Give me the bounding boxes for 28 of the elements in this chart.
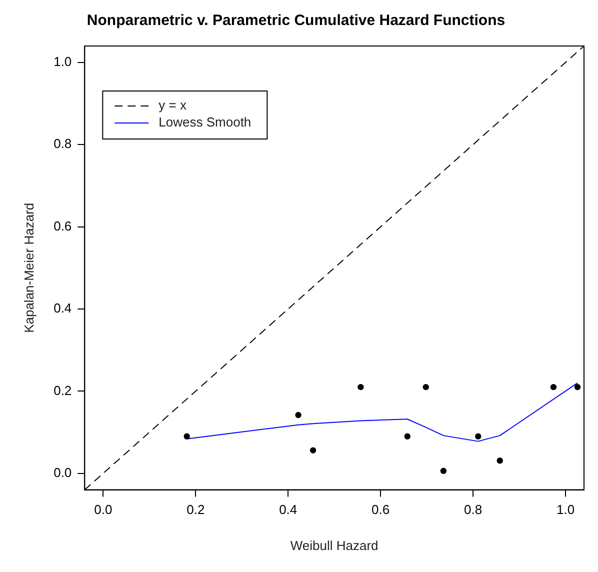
point bbox=[184, 433, 190, 440]
x-tick-label: 0.0 bbox=[94, 502, 112, 518]
point bbox=[574, 384, 581, 390]
x-axis-title: Weibull Hazard bbox=[290, 538, 378, 553]
point bbox=[550, 384, 557, 390]
x-tick-label: 0.6 bbox=[372, 502, 390, 518]
x-tick-label: 0.4 bbox=[279, 502, 298, 518]
y-tick-label: 0.8 bbox=[54, 136, 72, 152]
point bbox=[496, 458, 503, 464]
x-tick-label: 1.0 bbox=[556, 502, 575, 518]
legend-label: y = x bbox=[158, 98, 187, 113]
point bbox=[295, 412, 302, 418]
point bbox=[310, 447, 316, 454]
y-tick-label: 0.6 bbox=[54, 218, 72, 234]
point bbox=[422, 384, 429, 390]
chart-title: Nonparametric v. Parametric Cumulative Hazard Functions bbox=[86, 12, 506, 30]
y-axis-title: Kapalan-Meier Hazard bbox=[21, 202, 36, 333]
y-tick-label: 0.4 bbox=[54, 300, 72, 316]
point bbox=[358, 384, 364, 390]
point bbox=[475, 433, 482, 440]
y-tick-label: 1.0 bbox=[54, 54, 72, 70]
legend-label: Lowess Smooth bbox=[158, 114, 252, 130]
y-tick-label: 0.2 bbox=[54, 382, 72, 398]
x-tick-label: 0.8 bbox=[464, 502, 482, 518]
point bbox=[404, 433, 410, 440]
point bbox=[440, 468, 447, 474]
x-tick-label: 0.2 bbox=[186, 502, 205, 518]
y-tick-label: 0.0 bbox=[54, 464, 72, 480]
